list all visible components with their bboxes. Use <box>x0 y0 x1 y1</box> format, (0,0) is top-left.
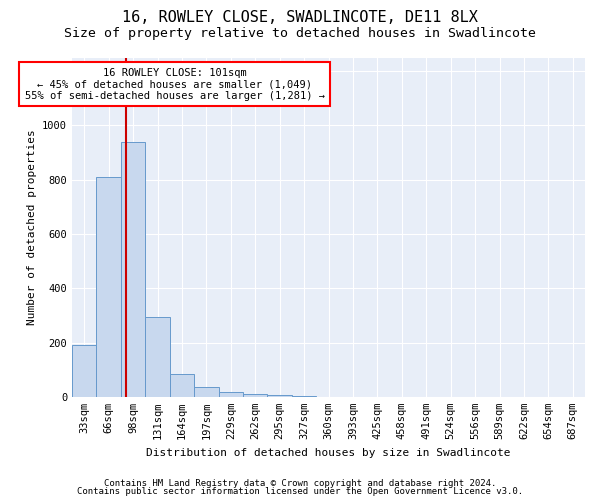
Bar <box>72 345 97 397</box>
Text: Contains HM Land Registry data © Crown copyright and database right 2024.: Contains HM Land Registry data © Crown c… <box>104 478 496 488</box>
Bar <box>170 374 194 397</box>
Text: Contains public sector information licensed under the Open Government Licence v3: Contains public sector information licen… <box>77 487 523 496</box>
Bar <box>243 394 268 397</box>
Text: Size of property relative to detached houses in Swadlincote: Size of property relative to detached ho… <box>64 28 536 40</box>
Bar <box>97 177 121 397</box>
Bar <box>292 396 316 397</box>
Bar <box>121 142 145 397</box>
Bar <box>194 388 218 397</box>
X-axis label: Distribution of detached houses by size in Swadlincote: Distribution of detached houses by size … <box>146 448 511 458</box>
Bar <box>145 316 170 397</box>
Bar <box>268 396 292 397</box>
Text: 16 ROWLEY CLOSE: 101sqm
← 45% of detached houses are smaller (1,049)
55% of semi: 16 ROWLEY CLOSE: 101sqm ← 45% of detache… <box>25 68 325 101</box>
Y-axis label: Number of detached properties: Number of detached properties <box>26 130 37 325</box>
Bar <box>218 392 243 397</box>
Text: 16, ROWLEY CLOSE, SWADLINCOTE, DE11 8LX: 16, ROWLEY CLOSE, SWADLINCOTE, DE11 8LX <box>122 10 478 25</box>
